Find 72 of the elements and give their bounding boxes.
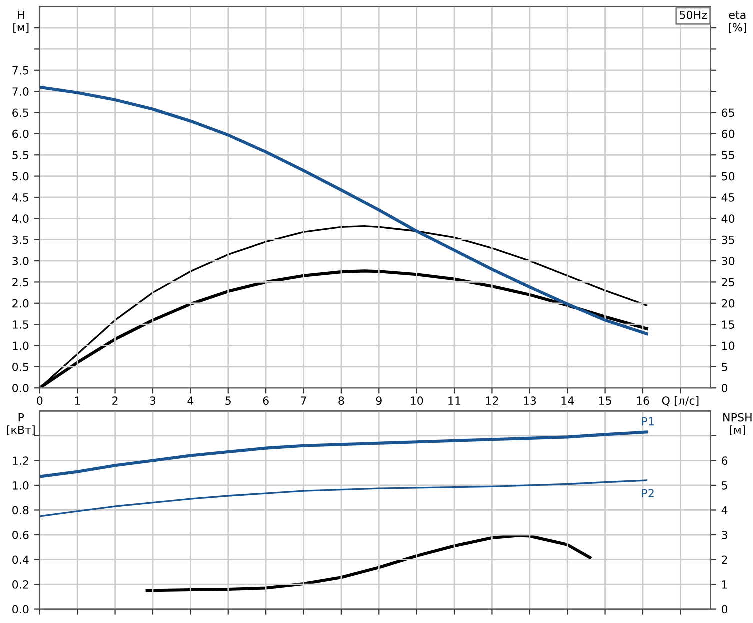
y2-tick-label: 35 — [722, 236, 734, 244]
y2-tick-label: 15 — [722, 320, 734, 329]
x-tick-label: 15 — [599, 396, 612, 406]
y2-tick-label: 20 — [722, 299, 735, 308]
x-tick-label: 10 — [410, 396, 424, 406]
y-tick-label: 1.2 — [13, 456, 28, 465]
y-tick-label: 0.5 — [12, 362, 29, 372]
y2-tick-label: 5 — [722, 482, 728, 490]
y2-tick-label: 10 — [722, 342, 735, 350]
y-tick-label: 2.5 — [12, 278, 29, 287]
y-tick-label: 0.4 — [12, 556, 29, 564]
y-tick-label: 1.0 — [13, 342, 29, 350]
y2-tick-label: 1 — [722, 580, 728, 589]
x-tick-label: 5 — [226, 396, 231, 406]
y-axis-title: H [м] — [14, 11, 29, 34]
y2-axis-title: NPSH [м] — [724, 413, 752, 436]
x-tick-label: 2 — [112, 396, 118, 405]
y2-tick-label: 0 — [722, 605, 728, 614]
y-tick-label: 1.0 — [13, 481, 29, 490]
y-tick-label: 5.0 — [12, 172, 29, 181]
y-tick-label: 6.5 — [12, 108, 29, 118]
y-tick-label: 0.0 — [12, 384, 29, 393]
y-tick-label: 1.5 — [13, 320, 29, 329]
y2-tick-label: 5 — [722, 363, 728, 372]
x-tick-label: 9 — [376, 396, 382, 406]
y2-tick-label: 55 — [722, 151, 734, 160]
y-tick-label: 0.2 — [12, 580, 28, 589]
y-axis-title: P [кВт] — [7, 414, 35, 436]
y-tick-label: 0.6 — [12, 530, 29, 540]
y-tick-label: 4.5 — [12, 194, 29, 202]
line-series — [146, 534, 592, 592]
y-tick-label: 6.0 — [12, 130, 29, 138]
y-tick-label: 4.0 — [12, 214, 29, 224]
y-tick-label: 3.0 — [12, 257, 29, 266]
y2-tick-label: 60 — [722, 130, 735, 138]
y-tick-label: 2.0 — [12, 299, 29, 308]
x-tick-label: 1 — [75, 396, 80, 405]
x-tick-label: 8 — [338, 396, 344, 406]
y2-tick-label: 2 — [722, 556, 728, 564]
y2-tick-label: 0 — [722, 384, 728, 393]
x-tick-label: Q [л/с] — [662, 396, 699, 406]
y-tick-label: 7.5 — [12, 66, 29, 75]
x-tick-label: 14 — [562, 396, 574, 405]
x-tick-label: 6 — [263, 396, 269, 406]
y2-tick-label: 65 — [722, 108, 734, 118]
y-tick-label: 5.5 — [12, 151, 29, 160]
series-label: P1 — [642, 417, 654, 426]
y2-tick-label: 25 — [722, 278, 734, 287]
y-tick-label: 0.0 — [12, 605, 29, 614]
y-tick-label: 7.0 — [12, 88, 29, 96]
y-tick-label: 3.5 — [12, 236, 29, 244]
x-tick-label: 13 — [524, 396, 536, 406]
x-tick-label: 3 — [150, 396, 156, 406]
y2-tick-label: 30 — [722, 257, 735, 266]
chart-title: 50Hz — [680, 10, 707, 20]
y2-tick-label: 3 — [722, 530, 728, 540]
y2-tick-label: 45 — [722, 194, 734, 202]
y2-axis-title: eta [%] — [729, 11, 746, 34]
line-series — [40, 86, 648, 336]
y-tick-label: 0.8 — [12, 506, 29, 515]
line-series — [40, 430, 648, 478]
y2-tick-label: 50 — [722, 172, 735, 181]
y2-tick-label: 40 — [722, 214, 735, 224]
x-tick-label: 12 — [486, 396, 498, 405]
x-tick-label: 4 — [188, 396, 194, 405]
x-tick-label: 0 — [37, 396, 43, 406]
x-tick-label: 7 — [301, 396, 306, 405]
y2-tick-label: 4 — [722, 506, 728, 514]
y2-tick-label: 6 — [722, 456, 728, 466]
x-tick-label: 11 — [448, 396, 461, 405]
x-tick-label: 16 — [637, 396, 650, 406]
series-label: P2 — [642, 489, 654, 498]
